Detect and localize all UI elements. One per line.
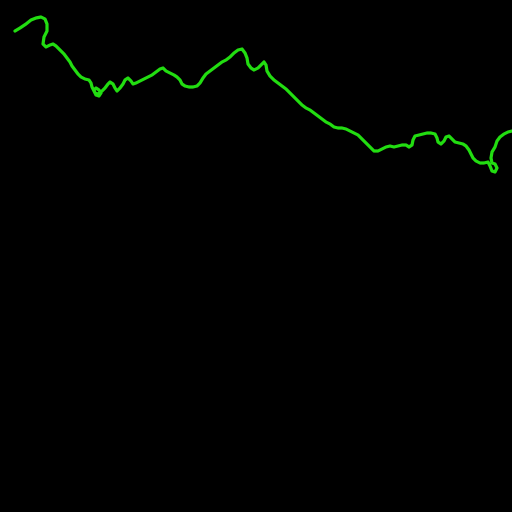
river-line: [13, 15, 512, 174]
